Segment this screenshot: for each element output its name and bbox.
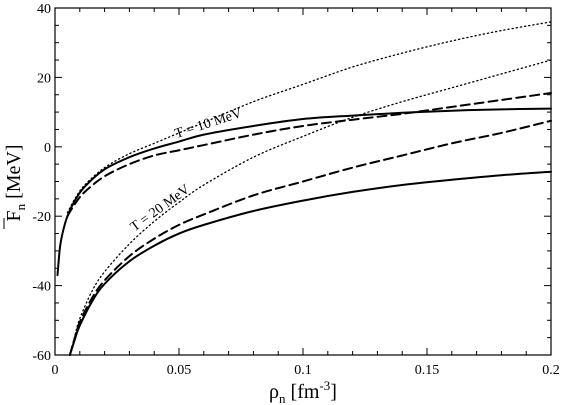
x-axis-unit: [fm: [286, 381, 320, 403]
curve-annotation: T = 10 MeV: [173, 106, 244, 142]
y-axis-label: Fn [MeV]: [3, 144, 28, 221]
x-tick-label: 0: [52, 363, 59, 378]
y-axis-unit: [MeV]: [3, 144, 25, 203]
annotations: T = 10 MeV T = 20 MeV: [128, 106, 244, 235]
y-tick-label: -40: [32, 280, 51, 295]
x-axis-subscript: n: [279, 391, 286, 405]
x-tick-label: 0.2: [542, 363, 560, 378]
x-axis-symbol: ρ: [269, 381, 279, 403]
curve-dotted-t-20-mev: [69, 59, 552, 356]
curve-solid-t-10-mev: [56, 107, 552, 277]
x-axis-unit-exponent: -3: [319, 378, 330, 393]
x-tick-label: 0.15: [415, 363, 440, 378]
y-axis-label-group: Fn [MeV]: [3, 144, 28, 229]
x-axis-label: ρn [fm-3]: [269, 378, 337, 405]
curve-solid-t-20-mev: [68, 170, 552, 356]
y-axis-symbol: F: [3, 210, 25, 221]
y-tick-label: 20: [37, 71, 51, 86]
y-tick-labels: -60 -40 -20 0 20 40: [32, 2, 51, 364]
y-tick-label: 0: [44, 141, 51, 156]
x-tick-label: 0.1: [294, 363, 312, 378]
y-axis-subscript: n: [13, 203, 28, 210]
curve-annotation: T = 20 MeV: [128, 182, 193, 235]
y-tick-label: -60: [32, 349, 51, 364]
curves: [56, 21, 552, 356]
curve-dashed-t-20-mev: [68, 119, 552, 356]
curve-dashed-t-10-mev: [66, 92, 552, 218]
curve-dotted-t-10-mev: [66, 21, 552, 214]
x-tick-labels: 0 0.05 0.1 0.15 0.2: [52, 363, 560, 378]
tick-marks: [54, 7, 552, 356]
y-tick-label: 40: [37, 2, 51, 17]
x-axis-unit-close: ]: [330, 381, 337, 403]
y-tick-label: -20: [32, 210, 51, 225]
x-tick-label: 0.05: [167, 363, 192, 378]
